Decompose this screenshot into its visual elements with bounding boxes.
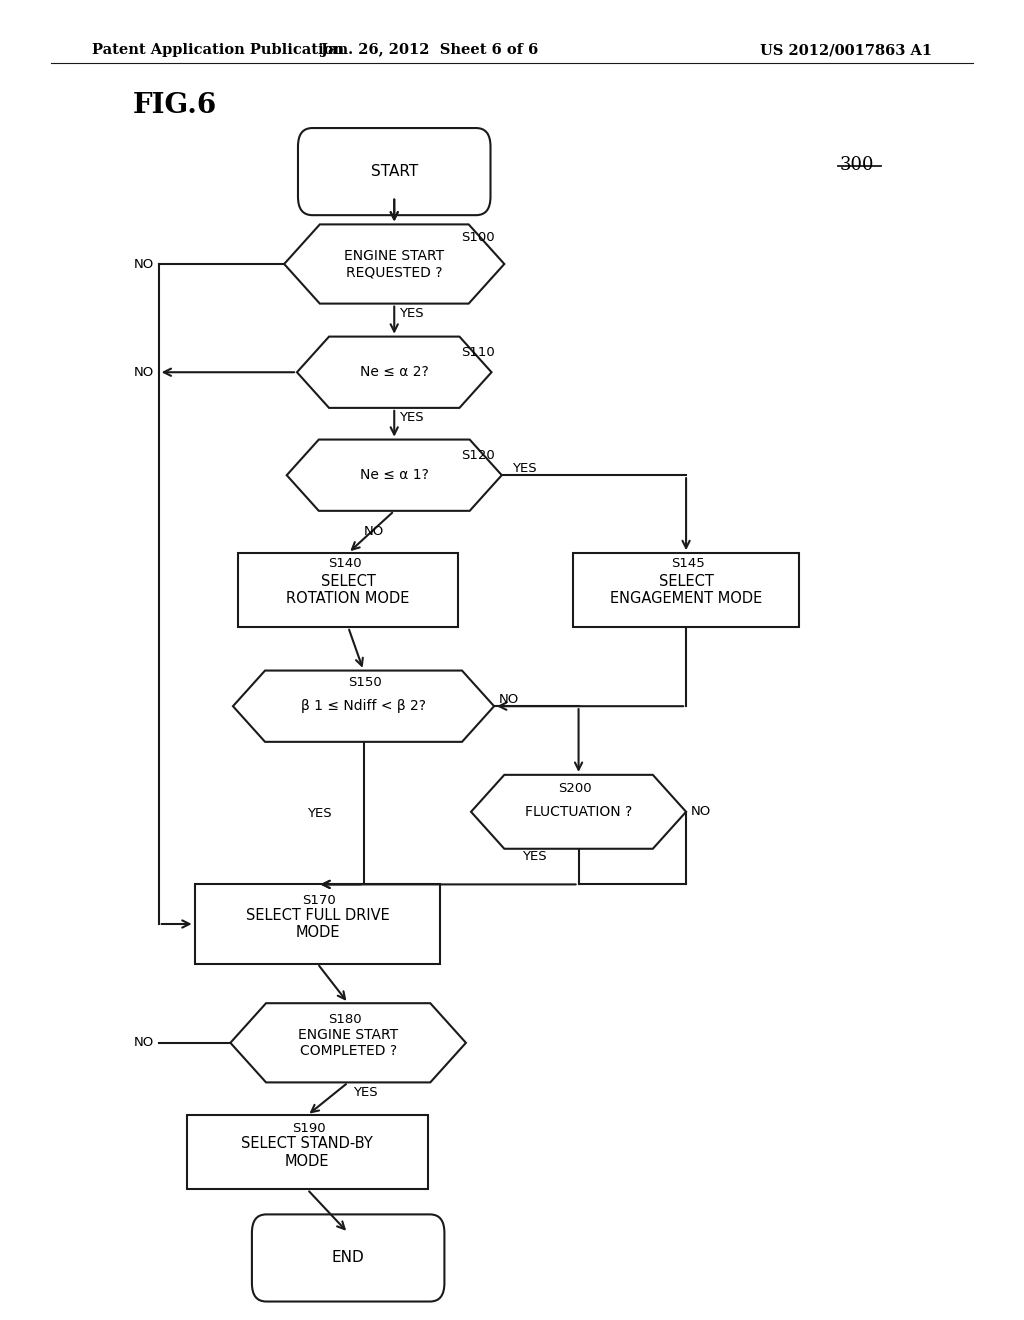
Text: NO: NO (133, 257, 154, 271)
Text: S180: S180 (328, 1012, 361, 1026)
Text: SELECT STAND-BY
MODE: SELECT STAND-BY MODE (242, 1137, 373, 1168)
Text: YES: YES (307, 807, 332, 820)
Text: Patent Application Publication: Patent Application Publication (92, 44, 344, 57)
Text: YES: YES (399, 308, 424, 319)
Text: YES: YES (353, 1086, 378, 1098)
Text: β 1 ≤ Ndiff < β 2?: β 1 ≤ Ndiff < β 2? (301, 700, 426, 713)
Text: ENGINE START
REQUESTED ?: ENGINE START REQUESTED ? (344, 249, 444, 279)
Text: NO: NO (364, 525, 384, 539)
Text: S120: S120 (461, 449, 495, 462)
Bar (573, 553, 799, 627)
Text: Jan. 26, 2012  Sheet 6 of 6: Jan. 26, 2012 Sheet 6 of 6 (322, 44, 539, 57)
Text: NO: NO (133, 1036, 154, 1049)
Text: S150: S150 (348, 676, 382, 689)
Text: 300: 300 (840, 156, 874, 174)
Text: NO: NO (133, 366, 154, 379)
FancyBboxPatch shape (252, 1214, 444, 1302)
Text: YES: YES (522, 850, 547, 862)
Text: YES: YES (399, 411, 424, 424)
Text: FLUCTUATION ?: FLUCTUATION ? (525, 805, 632, 818)
Polygon shape (285, 224, 504, 304)
Text: S110: S110 (461, 346, 495, 359)
Text: US 2012/0017863 A1: US 2012/0017863 A1 (760, 44, 932, 57)
Text: START: START (371, 164, 418, 180)
Polygon shape (297, 337, 492, 408)
Text: SELECT
ENGAGEMENT MODE: SELECT ENGAGEMENT MODE (610, 574, 762, 606)
Text: NO: NO (691, 805, 712, 818)
Text: S170: S170 (302, 894, 336, 907)
Text: YES: YES (512, 462, 537, 475)
FancyBboxPatch shape (298, 128, 490, 215)
Bar (239, 553, 459, 627)
Text: S140: S140 (328, 557, 361, 570)
Text: ENGINE START
COMPLETED ?: ENGINE START COMPLETED ? (298, 1028, 398, 1057)
Polygon shape (287, 440, 502, 511)
Text: NO: NO (500, 693, 519, 706)
Text: Ne ≤ α 2?: Ne ≤ α 2? (359, 366, 429, 379)
Text: S190: S190 (292, 1122, 326, 1135)
Text: FIG.6: FIG.6 (133, 92, 217, 119)
Bar (186, 1115, 428, 1189)
Bar (195, 884, 440, 964)
Polygon shape (471, 775, 686, 849)
Text: S100: S100 (461, 231, 495, 244)
Text: END: END (332, 1250, 365, 1266)
Polygon shape (230, 1003, 466, 1082)
Text: SELECT
ROTATION MODE: SELECT ROTATION MODE (287, 574, 410, 606)
Polygon shape (232, 671, 494, 742)
Text: S145: S145 (671, 557, 705, 570)
Text: S200: S200 (558, 781, 592, 795)
Text: Ne ≤ α 1?: Ne ≤ α 1? (359, 469, 429, 482)
Text: SELECT FULL DRIVE
MODE: SELECT FULL DRIVE MODE (246, 908, 389, 940)
